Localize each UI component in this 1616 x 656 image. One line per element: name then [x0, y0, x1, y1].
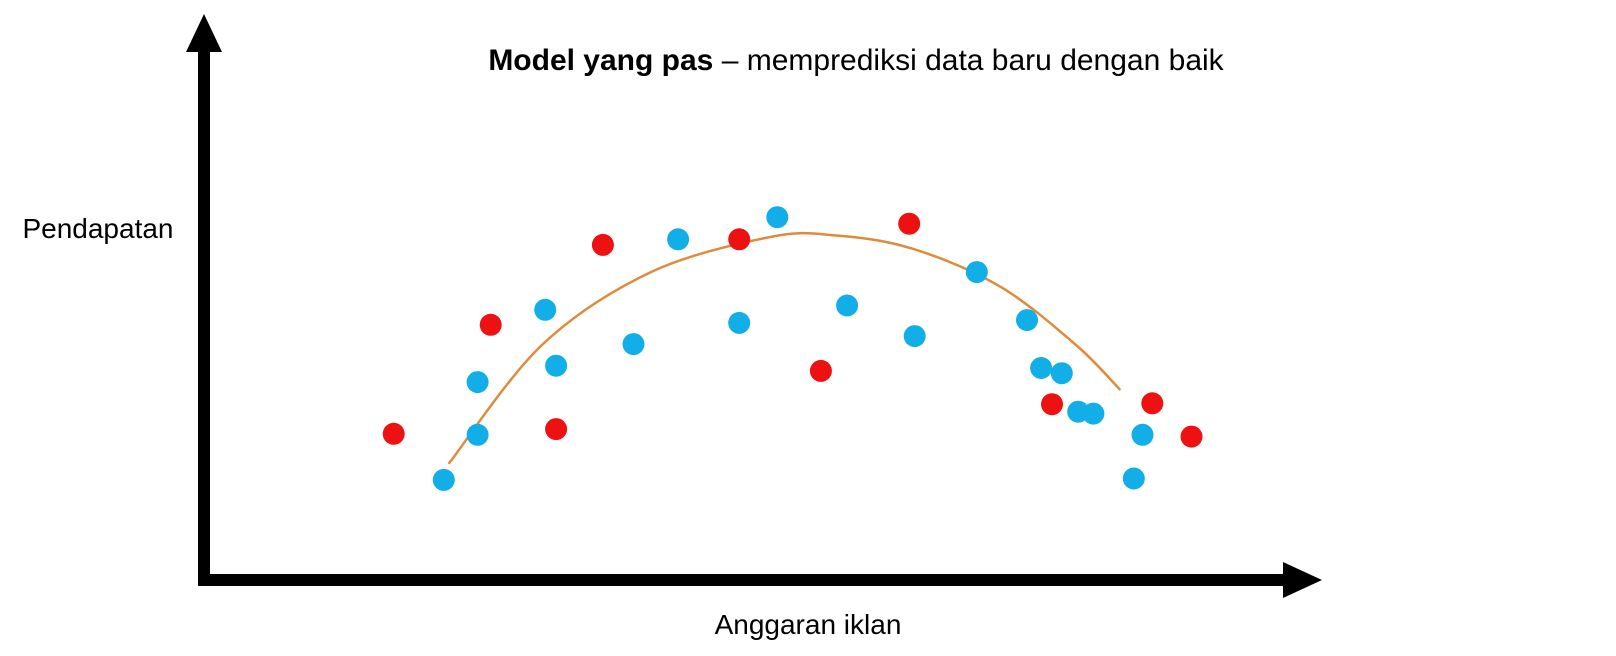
red-data-point	[1180, 425, 1203, 448]
red-data-point	[898, 212, 921, 235]
x-axis-arrowhead	[1283, 562, 1322, 598]
blue-data-point	[622, 333, 645, 356]
blue-data-point	[466, 371, 489, 394]
blue-data-point	[903, 325, 926, 348]
blue-data-point	[466, 423, 489, 446]
blue-series	[432, 206, 1154, 491]
red-data-point	[382, 422, 405, 445]
blue-data-point	[965, 261, 988, 284]
blue-data-point	[1122, 467, 1145, 490]
blue-data-point	[728, 311, 751, 334]
y-axis-label: Pendapatan	[22, 213, 173, 244]
fit-curve	[448, 231, 1121, 465]
blue-data-point	[836, 294, 859, 317]
x-axis-label: Anggaran iklan	[715, 609, 902, 640]
blue-data-point	[432, 468, 455, 491]
blue-data-point	[1082, 402, 1105, 425]
blue-data-point	[1030, 357, 1053, 379]
red-data-point	[591, 233, 614, 256]
blue-data-point	[545, 354, 568, 377]
blue-data-point	[1131, 423, 1154, 446]
data-points-layer	[382, 206, 1203, 491]
chart-title: Model yang pas – memprediksi data baru d…	[488, 44, 1224, 77]
chart-title-rest: – memprediksi data baru dengan baik	[713, 44, 1224, 77]
chart-title-bold: Model yang pas	[488, 44, 713, 77]
blue-data-point	[1016, 309, 1038, 332]
blue-data-point	[1050, 362, 1073, 385]
red-data-point	[479, 313, 502, 336]
blue-data-point	[766, 206, 789, 229]
blue-data-point	[667, 228, 690, 251]
red-series	[382, 212, 1203, 448]
red-data-point	[545, 418, 568, 441]
fit-curve-layer	[448, 231, 1121, 465]
axes	[186, 14, 1322, 598]
red-data-point	[1141, 392, 1164, 415]
red-data-point	[728, 228, 751, 251]
y-axis-arrowhead	[186, 14, 222, 52]
blue-data-point	[534, 298, 557, 321]
red-data-point	[1041, 393, 1063, 416]
red-data-point	[809, 359, 832, 382]
